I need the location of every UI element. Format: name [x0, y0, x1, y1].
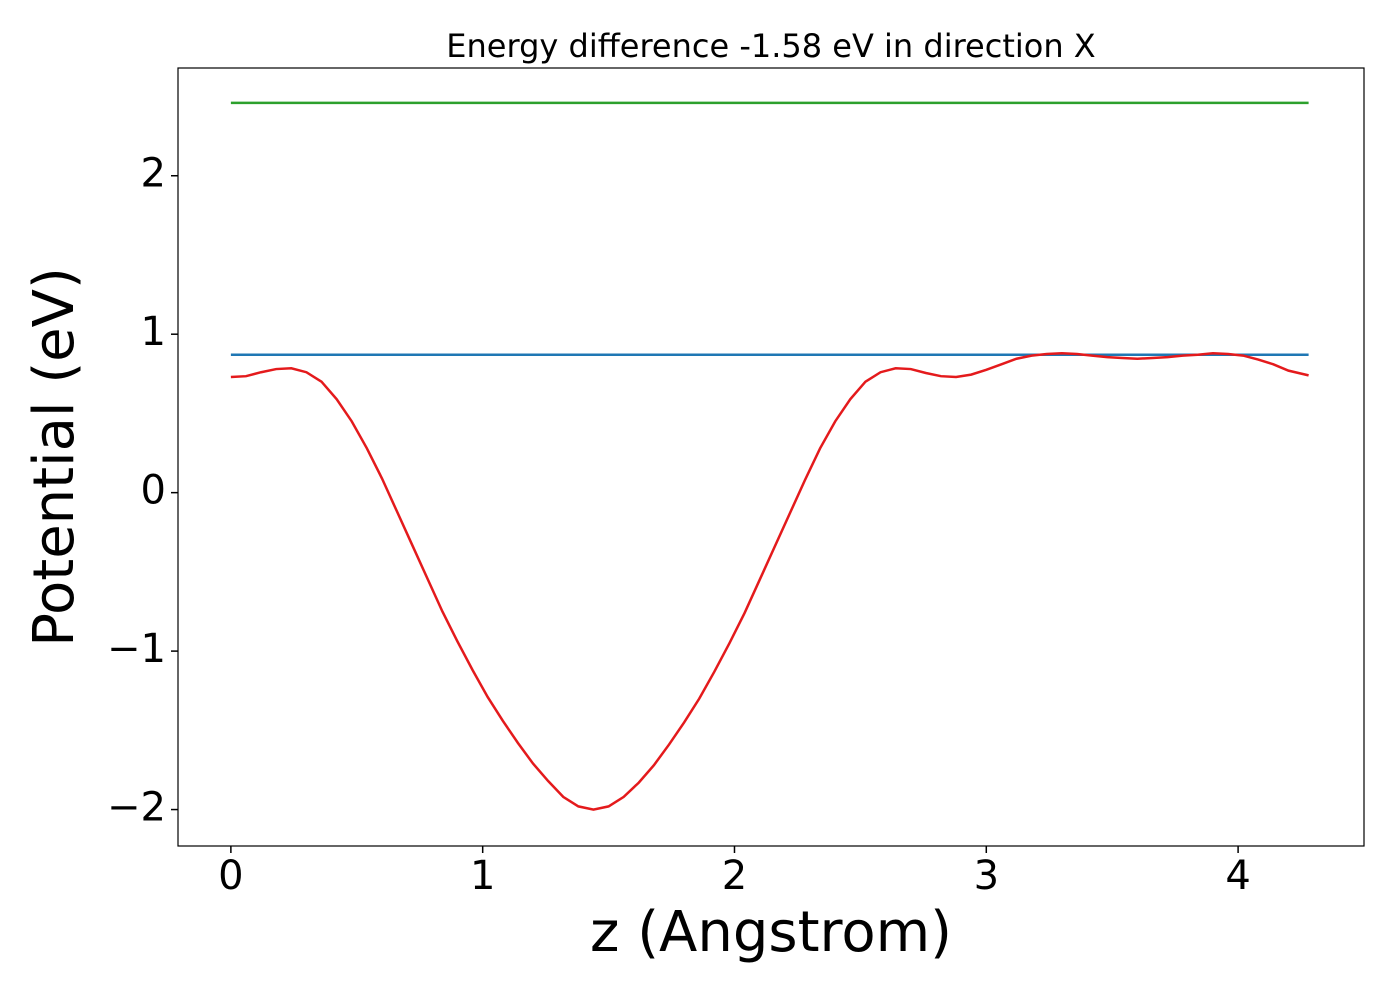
- y-tick-label: 2: [141, 151, 166, 197]
- y-tick-label: 1: [141, 309, 166, 355]
- plot-frame: [177, 67, 1365, 847]
- y-axis-label: Potential (eV): [22, 267, 87, 647]
- x-tick-label: 1: [470, 853, 495, 899]
- y-tick-label: −2: [107, 785, 166, 831]
- x-tick-label: 2: [722, 853, 747, 899]
- y-tick-label: 0: [141, 468, 166, 514]
- y-tick-label: −1: [107, 626, 166, 672]
- x-axis-label: z (Angstrom): [590, 900, 952, 965]
- line: [230, 351, 1309, 811]
- x-tick-label: 0: [218, 853, 243, 899]
- chart-title: Energy difference -1.58 eV in direction …: [446, 27, 1095, 65]
- x-tick-label: 3: [974, 853, 999, 899]
- x-tick-label: 4: [1225, 853, 1250, 899]
